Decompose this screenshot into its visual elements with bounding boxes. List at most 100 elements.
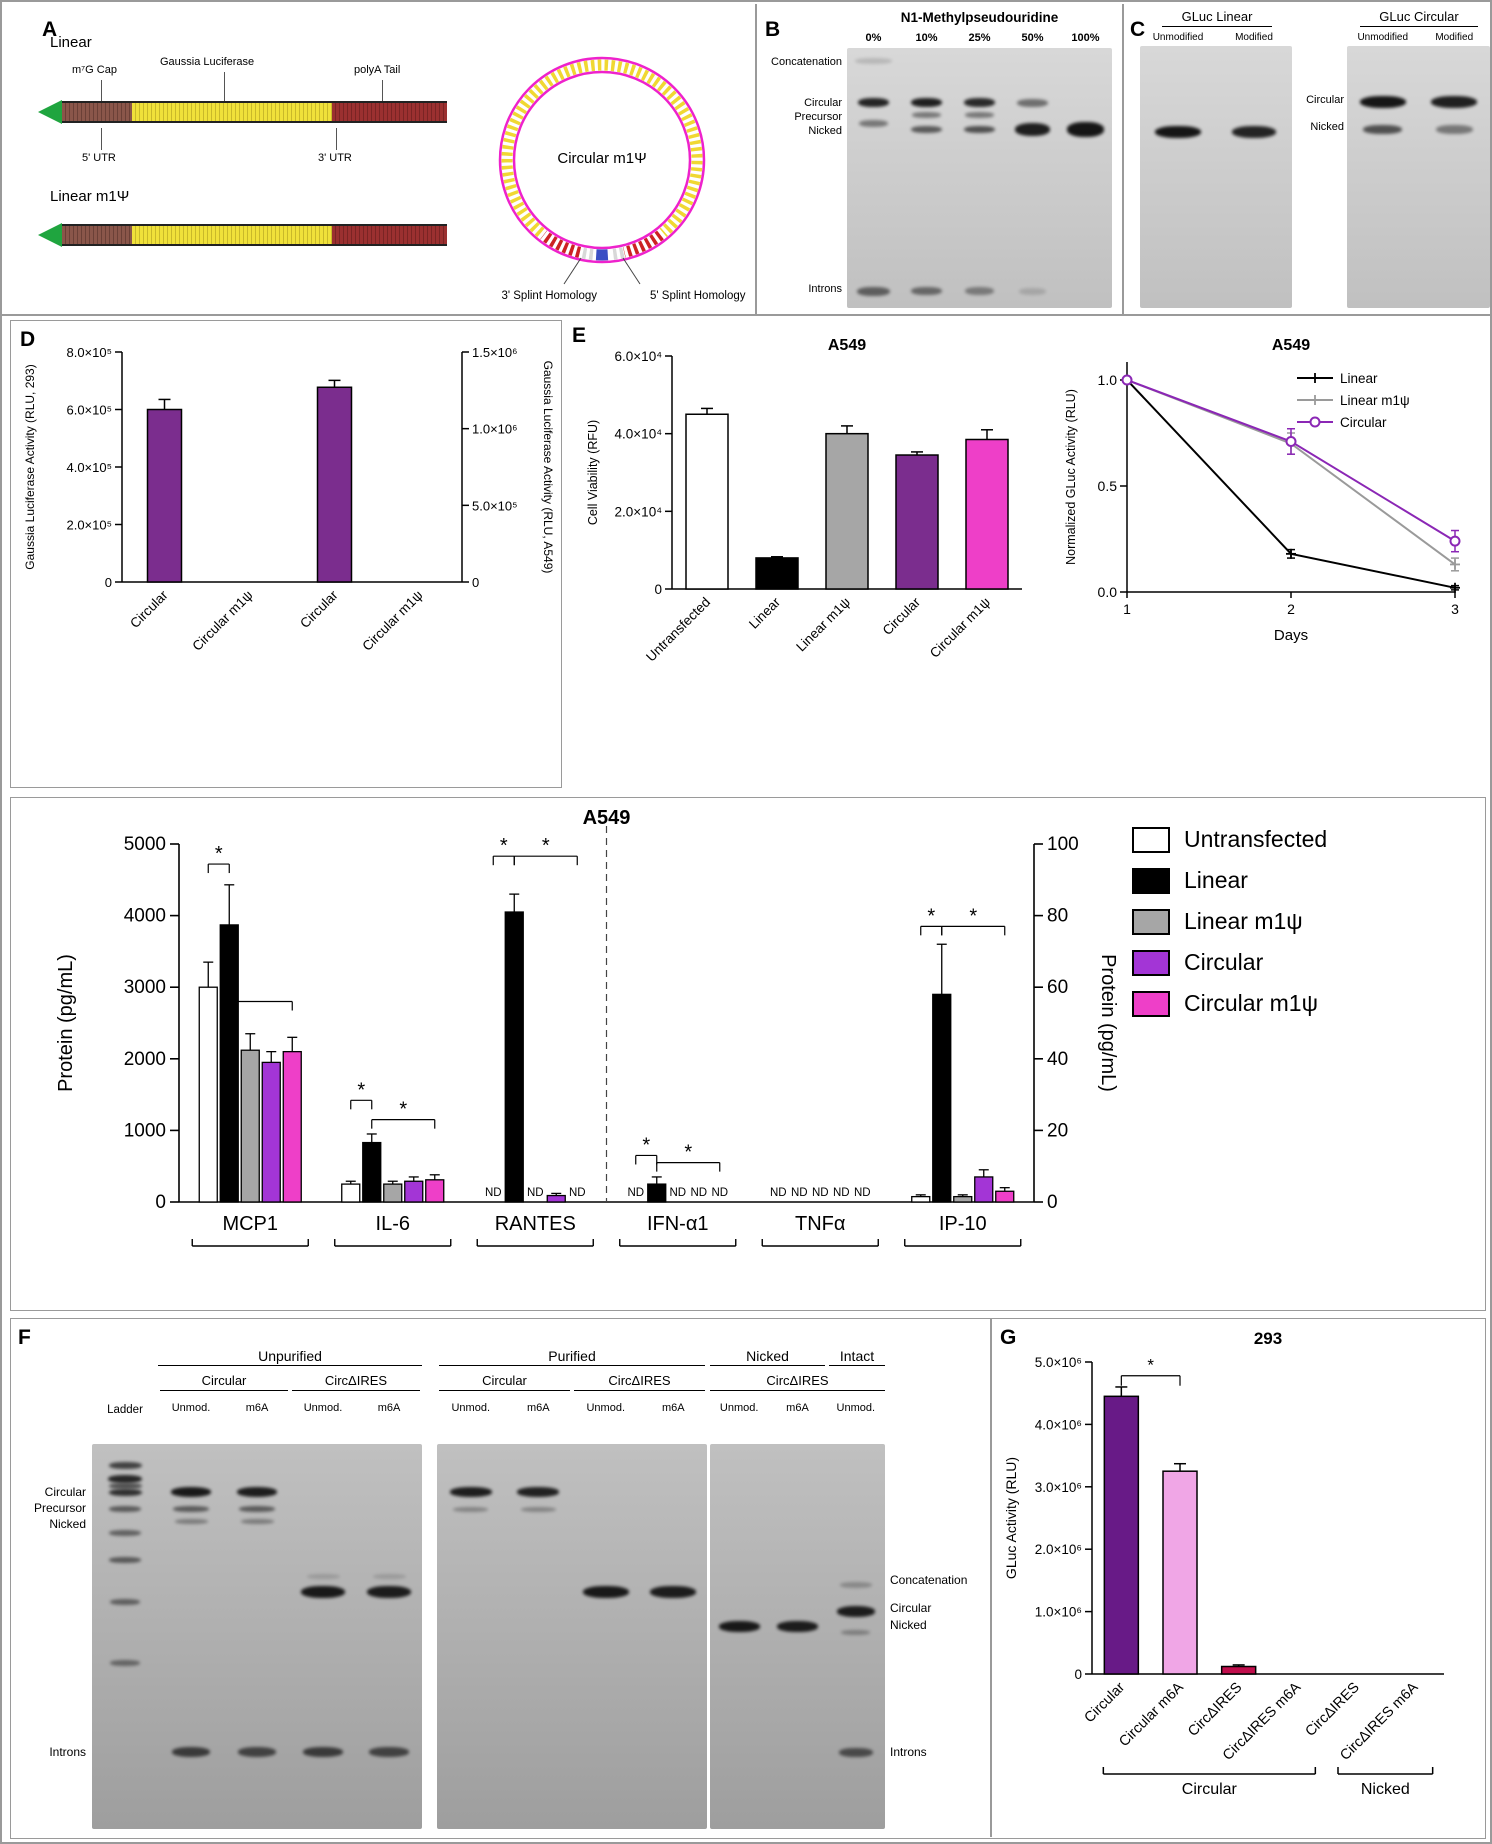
lane-label: m6A	[526, 1402, 550, 1414]
lane-label: Unmod.	[171, 1402, 211, 1414]
chart-text: 5.0×10⁵	[472, 498, 518, 513]
gel-f2-lane-labels: Unmod. m6A Unmod. m6A	[437, 1402, 707, 1414]
chart-text: 0.5	[1098, 478, 1118, 494]
chart-text: 1.0	[1098, 372, 1118, 388]
panel-g-label: G	[1000, 1326, 1017, 1349]
group-bracket-label: Nicked	[1361, 1781, 1410, 1798]
circle-gluc-ticks	[501, 59, 703, 238]
chart-text: 2000	[124, 1049, 166, 1070]
x-axis-label: Untransfected	[643, 595, 713, 665]
ladder-label: Ladder	[107, 1404, 143, 1416]
significance-star: *	[684, 1142, 692, 1164]
chart-text: 1000	[124, 1120, 166, 1141]
f2-dires-header: CircΔIRES	[574, 1373, 705, 1391]
gel-c1	[1140, 46, 1292, 308]
m7g-cap-arrow	[38, 100, 62, 124]
chart-text: 40	[1047, 1049, 1068, 1070]
legend-label: Linear m1ψ	[1184, 908, 1303, 934]
splint3-label: 3' Splint Homology	[501, 290, 597, 302]
gel-band	[964, 126, 995, 134]
gel-band	[108, 1461, 142, 1469]
gel-f-right-label: Circular	[890, 1601, 932, 1615]
splint5-label: 5' Splint Homology	[650, 290, 746, 302]
legend-item: Untransfected	[1132, 826, 1327, 853]
x-axis-label: Circular	[297, 587, 341, 631]
chart-text: 0	[105, 575, 112, 590]
gel-band	[517, 1487, 560, 1498]
lane-label: Unmodified	[1357, 32, 1409, 43]
gel-band	[911, 112, 942, 119]
gel-b-side-label: Circular	[804, 97, 842, 109]
f1-circular-header: Circular	[160, 1373, 288, 1391]
gel-f-right-label: Introns	[890, 1745, 927, 1759]
lane-label: Unmod.	[586, 1402, 626, 1414]
gel-band	[108, 1482, 142, 1489]
circle-spacer-ticks	[610, 247, 625, 261]
chart-text: 5.0×10⁶	[1035, 1355, 1082, 1370]
chart-text: 0	[1074, 1667, 1082, 1682]
gel-band	[109, 1529, 141, 1536]
x-axis-label: Circular	[127, 587, 171, 631]
panel-d-box	[10, 320, 562, 788]
leader-line	[101, 80, 102, 102]
lane-label: m6A	[245, 1402, 269, 1414]
chart-text: 6.0×10⁵	[66, 403, 112, 418]
chart-text: 1	[1123, 601, 1131, 617]
lane-label: Unmod.	[836, 1402, 876, 1414]
gel-band	[911, 126, 942, 134]
lane-label: Unmod.	[719, 1402, 759, 1414]
gel-band	[1019, 287, 1046, 295]
bar	[911, 1195, 931, 1203]
leader-line	[622, 257, 641, 285]
f1-dires-header: CircΔIRES	[292, 1373, 420, 1391]
gel-band	[109, 1598, 141, 1605]
gel-band	[1067, 122, 1104, 138]
bar	[995, 1190, 1015, 1203]
y-axis-label: Gaussia Luciferase Activity (RLU, 293)	[23, 364, 37, 569]
x-axis-label: CircΔIRES	[1303, 1680, 1363, 1740]
marker-circle	[1121, 374, 1133, 386]
lane-label: Modified	[1435, 32, 1474, 43]
lane-label: 100%	[1071, 32, 1100, 44]
gel-f3-lane-labels: Unmod. m6A Unmod.	[710, 1402, 885, 1414]
leader-line	[563, 257, 582, 285]
lane-label: 10%	[915, 32, 938, 44]
gluc-decay-line-chart: 0.0 0.5 1.0 1 2 3 Days Normalized GLuc Activity…	[1064, 337, 1461, 644]
nd-label: ND	[569, 1187, 586, 1199]
gel-band	[1016, 99, 1049, 108]
right-y-axis-label: Gaussia Luciferase Activity (RLU, A549)	[541, 361, 555, 574]
right-y-axis-label: Protein (pg/mL)	[1097, 954, 1119, 1092]
divider-a-b	[755, 4, 757, 314]
chart-text: 5000	[124, 834, 166, 855]
bar	[1220, 1665, 1257, 1675]
gel-band	[718, 1620, 760, 1632]
gel-band	[453, 1506, 489, 1512]
bar	[932, 993, 952, 1203]
legend-swatch	[1132, 867, 1170, 894]
bar	[404, 1180, 424, 1203]
chart-text: 3	[1451, 601, 1459, 617]
gel-band	[109, 1556, 141, 1563]
legend-label: Circular m1ψ	[1184, 990, 1318, 1016]
gel-band	[1359, 96, 1406, 109]
chart-text: 2.0×10⁵	[66, 518, 112, 533]
chart-text: 1.0×10⁶	[1035, 1605, 1082, 1620]
chart-text: 100	[1047, 834, 1079, 855]
lane-label: 0%	[865, 32, 882, 44]
gel-band	[369, 1747, 409, 1757]
gel-band	[301, 1585, 345, 1598]
x-axis-label: Circular	[1082, 1679, 1129, 1726]
legend-swatch	[1132, 908, 1170, 935]
chart-text: 2	[1287, 601, 1295, 617]
chart-text: 0	[654, 582, 662, 597]
gel-band	[367, 1585, 411, 1598]
gel-c1-lane-labels: Unmodified Modified	[1140, 32, 1292, 43]
gel-band	[238, 1505, 276, 1512]
significance-star: *	[642, 1134, 650, 1156]
significance-star: *	[542, 835, 550, 857]
y-axis-label: Protein (pg/mL)	[55, 954, 77, 1092]
gel-b	[847, 48, 1112, 308]
gel-band	[777, 1620, 818, 1632]
x-axis-label: Linear m1ψ	[793, 595, 853, 655]
